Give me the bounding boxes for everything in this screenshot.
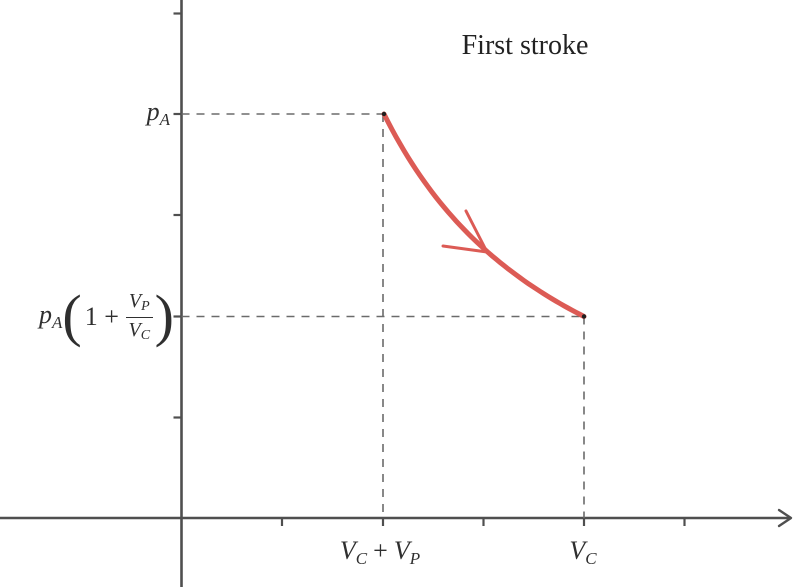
open-paren: ( bbox=[62, 283, 82, 349]
fraction-numerator: VP bbox=[125, 290, 153, 318]
pA-base: p bbox=[39, 300, 52, 329]
VP-base: V bbox=[128, 290, 142, 313]
close-paren: ) bbox=[154, 283, 174, 349]
one-plus-term: 1 + bbox=[84, 301, 119, 331]
pA-subscript: A bbox=[52, 313, 63, 332]
VP-base: V bbox=[393, 536, 410, 565]
VP-subscript: P bbox=[409, 549, 421, 568]
fraction-VP-over-VC: VP VC bbox=[125, 290, 153, 343]
arrow-barb bbox=[441, 244, 489, 254]
label-pressure-pA: pA bbox=[122, 97, 170, 129]
VC-subscript: C bbox=[355, 549, 368, 568]
dashed-guides bbox=[181, 113, 585, 518]
plus-operator: + bbox=[373, 536, 388, 565]
label-volume-VC: VC bbox=[543, 535, 623, 569]
x-axis-ticks bbox=[280, 518, 686, 526]
VC-base: V bbox=[569, 536, 586, 565]
VC-subscript: C bbox=[585, 549, 597, 568]
label-volume-VC-plus-VP: VC + VP bbox=[300, 535, 460, 569]
VC-subscript: C bbox=[140, 327, 151, 343]
x-axis-arrow-icon bbox=[777, 508, 793, 528]
pA-subscript: A bbox=[159, 110, 170, 129]
y-axis-ticks bbox=[173, 12, 182, 419]
VC-base: V bbox=[339, 536, 356, 565]
curve-end-point bbox=[581, 314, 587, 319]
label-pressure-pA-expression: pA ( 1 + VP VC ) bbox=[10, 283, 174, 350]
pA-term: pA bbox=[39, 300, 63, 332]
VC-base: V bbox=[128, 318, 141, 341]
figure-title: First stroke bbox=[461, 30, 589, 61]
isothermal-curve bbox=[381, 111, 587, 319]
fraction-denominator: VC bbox=[129, 318, 151, 343]
curve-direction-arrow-icon bbox=[441, 209, 489, 254]
curve-start-point bbox=[381, 111, 387, 117]
pA-base: p bbox=[146, 97, 160, 126]
arrow-barb bbox=[464, 209, 489, 254]
VP-subscript: P bbox=[141, 299, 150, 315]
